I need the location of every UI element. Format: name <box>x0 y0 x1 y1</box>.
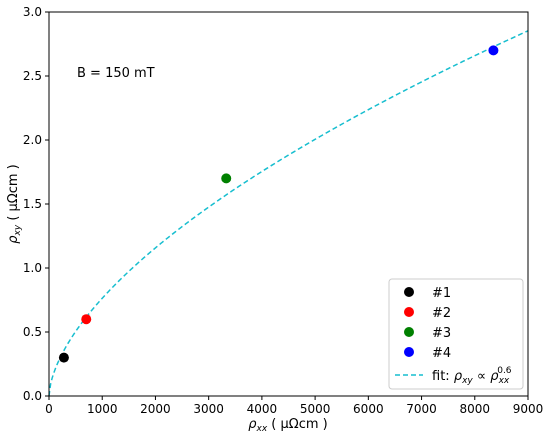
x-tick-label: 1000 <box>87 402 118 416</box>
x-axis-label: ρxx ( μΩcm ) <box>248 417 327 434</box>
y-tick-label: 2.5 <box>23 69 42 83</box>
y-tick-label: 3.0 <box>23 5 42 19</box>
y-axis-ticks: 0.0 0.5 1.0 1.5 2.0 2.5 3.0 <box>23 5 49 403</box>
legend-box <box>388 278 524 390</box>
x-axis-ticks: 0 1000 2000 3000 4000 5000 6000 7000 8000 9000 <box>45 396 543 416</box>
y-tick-label: 1.5 <box>23 197 42 211</box>
legend-fit-label: fit: ρxy ∝ ρxx0.6 <box>432 366 512 386</box>
data-point-1 <box>58 352 69 363</box>
y-tick-label: 2.0 <box>23 133 42 147</box>
x-tick-label: 7000 <box>406 402 437 416</box>
y-axis-label: ρxy ( μΩcm ) <box>6 164 23 243</box>
y-tick-label: 1.0 <box>23 261 42 275</box>
plot-area <box>48 30 529 397</box>
legend-label-3: #3 <box>432 326 451 341</box>
fit-curve <box>48 30 529 397</box>
x-tick-label: 0 <box>45 402 53 416</box>
legend-marker-2 <box>404 307 414 317</box>
x-tick-label: 5000 <box>300 402 331 416</box>
legend-marker-1 <box>404 287 414 297</box>
x-tick-label: 2000 <box>140 402 171 416</box>
x-tick-label: 3000 <box>193 402 224 416</box>
x-tick-label: 6000 <box>353 402 384 416</box>
x-tick-label: 8000 <box>460 402 491 416</box>
data-point-2 <box>81 314 92 325</box>
legend-label-1: #1 <box>432 286 451 301</box>
x-tick-label: 4000 <box>247 402 278 416</box>
data-point-4 <box>488 45 499 56</box>
y-tick-label: 0.0 <box>23 389 42 403</box>
y-tick-label: 0.5 <box>23 325 42 339</box>
legend-marker-3 <box>404 327 414 337</box>
data-point-3 <box>221 173 232 184</box>
field-annotation: B = 150 mT <box>77 66 155 81</box>
legend-marker-4 <box>404 347 414 357</box>
legend-label-4: #4 <box>432 346 451 361</box>
x-tick-label: 9000 <box>513 402 544 416</box>
legend: #1 #2 #3 #4 fit: ρxy ∝ ρxx0.6 <box>388 278 524 390</box>
legend-label-2: #2 <box>432 306 451 321</box>
